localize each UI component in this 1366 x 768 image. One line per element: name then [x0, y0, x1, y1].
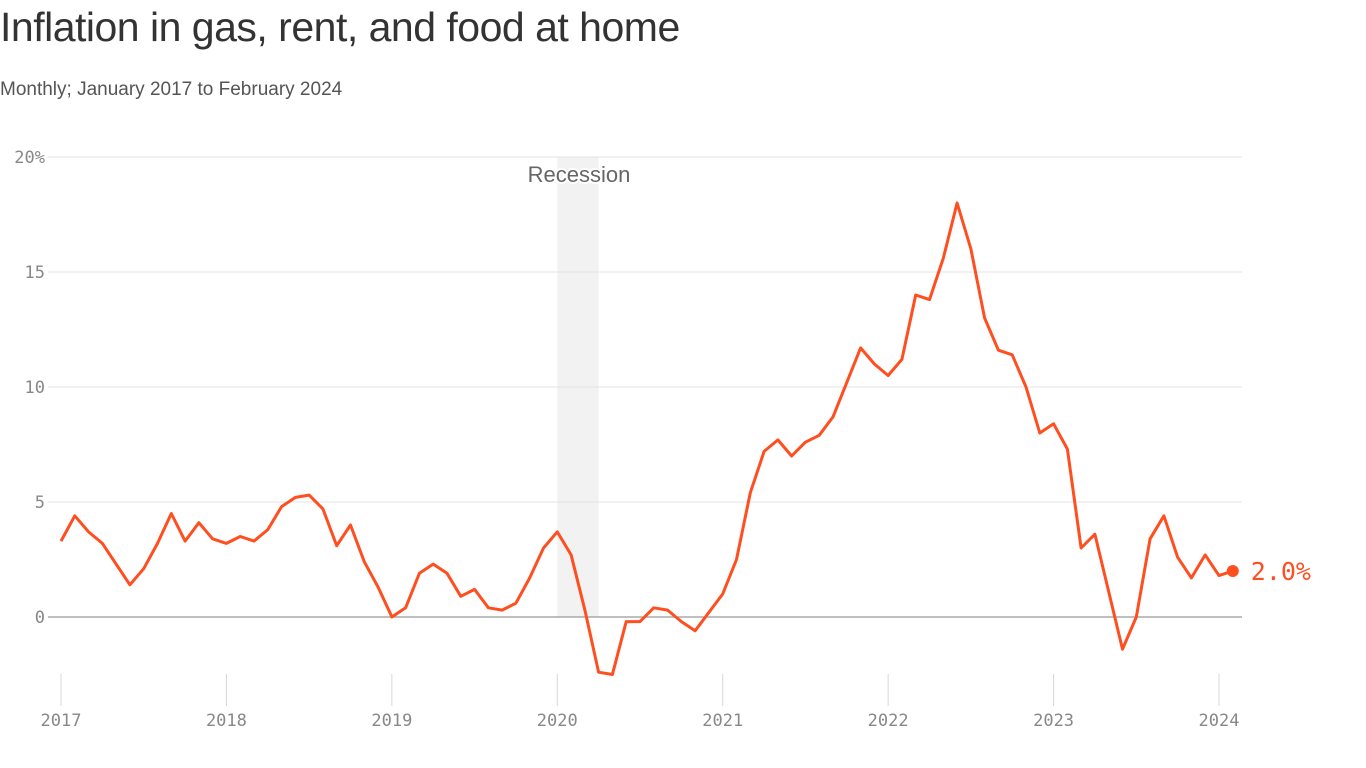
x-tick-label: 2022	[868, 711, 909, 731]
y-tick-label: 20%	[14, 148, 45, 168]
y-tick-label: 10	[25, 378, 45, 398]
chart-subtitle: Monthly; January 2017 to February 2024	[0, 79, 343, 100]
x-tick-label: 2024	[1199, 711, 1240, 731]
x-tick-label: 2021	[702, 711, 743, 731]
y-tick-label: 0	[35, 608, 45, 628]
x-tick-label: 2018	[206, 711, 247, 731]
chart-title: Inflation in gas, rent, and food at home	[0, 4, 680, 50]
x-tick-label: 2019	[371, 711, 412, 731]
end-point	[1226, 565, 1239, 577]
recession-label: Recession	[528, 162, 631, 187]
y-tick-label: 5	[35, 493, 45, 513]
x-tick-label: 2020	[537, 711, 578, 731]
inflation-line	[59, 201, 1234, 676]
y-tick-label: 15	[25, 263, 45, 283]
x-tick-label: 2017	[41, 711, 82, 731]
x-tick-label: 2023	[1033, 711, 1074, 731]
end-value-label: 2.0%	[1251, 557, 1311, 586]
